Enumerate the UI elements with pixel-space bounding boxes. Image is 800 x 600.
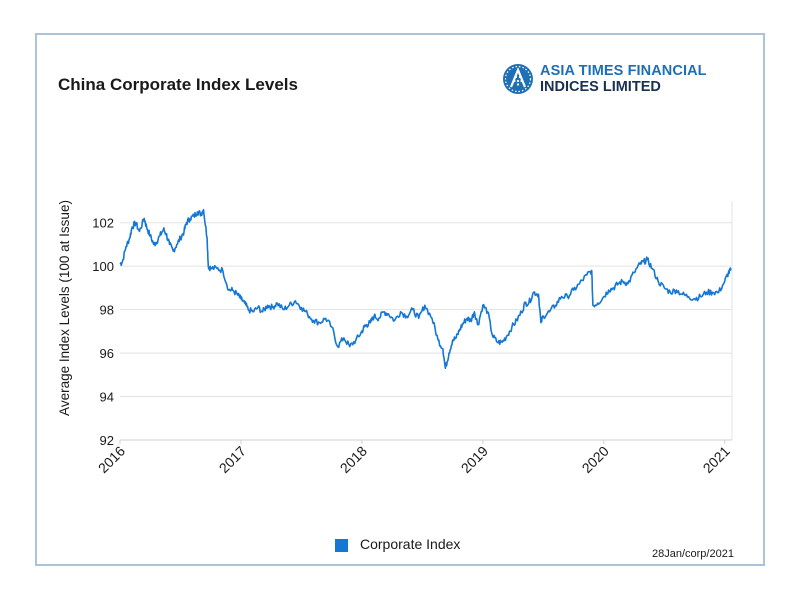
y-tick-label: 98 (100, 303, 114, 318)
y-axis-ticks: 92 94 96 98 100 102 (92, 216, 114, 448)
x-tick-label: 2018 (337, 443, 370, 476)
grid-lines (120, 201, 733, 441)
y-tick-label: 100 (92, 259, 114, 274)
y-axis-label: Average Index Levels (100 at Issue) (57, 200, 72, 416)
x-tick-label: 2019 (458, 443, 491, 476)
logo-line-1: ASIA TIMES FINANCIAL (540, 63, 707, 79)
y-tick-label: 94 (100, 390, 114, 405)
footnote: 28Jan/corp/2021 (652, 548, 734, 560)
brand-logo: ASIA TIMES FINANCIAL INDICES LIMITED (502, 63, 742, 97)
y-tick-label: 102 (92, 216, 114, 231)
legend-label: Corporate Index (360, 536, 461, 552)
y-tick-label: 96 (100, 346, 114, 361)
logo-line-2: INDICES LIMITED (540, 79, 661, 95)
x-tick-label: 2017 (216, 443, 249, 476)
chart-frame (35, 33, 765, 566)
y-tick-label: 92 (100, 433, 114, 448)
series-group (119, 208, 732, 370)
x-axis-ticks: 2016 2017 2018 2019 2020 2021 (95, 440, 733, 476)
series-line-corporate-index (119, 208, 732, 370)
x-tick-label: 2021 (700, 443, 733, 476)
legend-swatch (335, 539, 348, 552)
x-tick-label: 2020 (579, 443, 612, 476)
chart-title: China Corporate Index Levels (58, 75, 298, 94)
globe-a-icon (503, 64, 533, 94)
